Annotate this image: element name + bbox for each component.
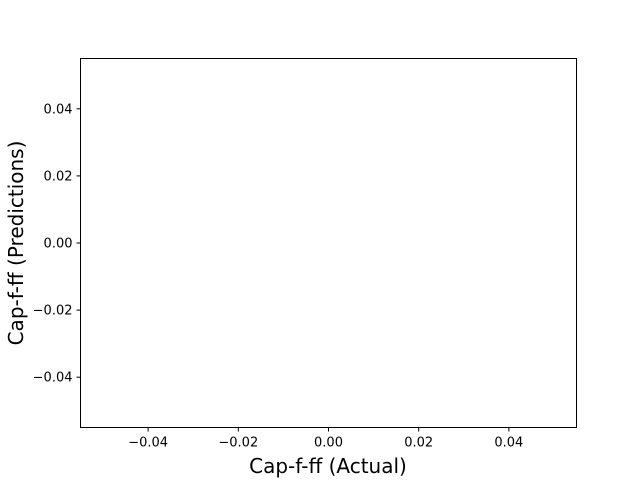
plot-area [80, 58, 577, 428]
x-axis-label: Cap-f-ff (Actual) [249, 454, 407, 478]
x-tick-label: −0.04 [128, 436, 168, 451]
y-tick-label: 0.02 [44, 169, 73, 184]
y-tick-label: 0.00 [44, 237, 73, 252]
x-tick-label: 0.04 [494, 436, 523, 451]
y-tick-label: −0.02 [33, 304, 73, 319]
y-axis-label: Cap-f-ff (Predictions) [4, 141, 28, 346]
y-axis-ticks: −0.04 −0.02 0.00 0.02 0.04 [33, 102, 81, 386]
x-tick-label: 0.02 [404, 436, 433, 451]
y-tick-label: 0.04 [44, 102, 73, 117]
x-tick-label: −0.02 [218, 436, 258, 451]
y-tick-label: −0.04 [33, 371, 73, 386]
x-axis-ticks: −0.04 −0.02 0.00 0.02 0.04 [128, 427, 523, 451]
x-tick-label: 0.00 [314, 436, 343, 451]
plot-frame [80, 58, 577, 428]
